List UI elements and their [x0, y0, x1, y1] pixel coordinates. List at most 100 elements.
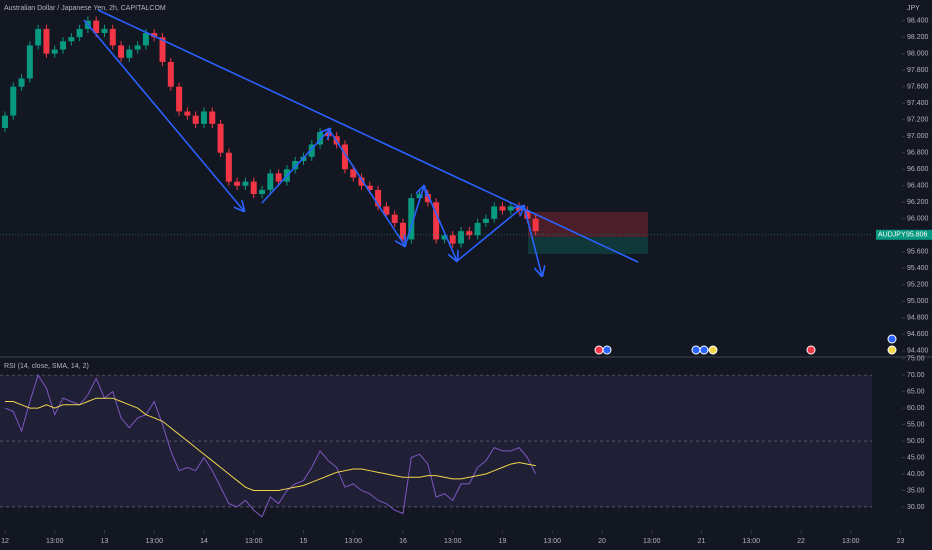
candle-body	[474, 222, 481, 236]
y-tick-label: 98.000	[907, 51, 929, 58]
candle-body	[507, 206, 514, 211]
candle-body	[18, 78, 25, 87]
candle-body	[524, 210, 531, 219]
candle-body	[184, 111, 191, 116]
candle-body	[76, 28, 83, 38]
candle-body	[375, 189, 382, 207]
arrow	[83, 19, 244, 211]
y-tick-label: 97.000	[907, 133, 929, 140]
y-tick-label: 95.400	[907, 265, 929, 272]
x-tick-label: 23	[897, 538, 905, 545]
candle-body	[482, 218, 489, 223]
candle-body	[134, 45, 141, 50]
candle-body	[499, 206, 506, 211]
x-tick-label: 13:00	[842, 538, 860, 545]
event-icon	[594, 345, 604, 355]
candle-body	[10, 86, 17, 116]
candle-body	[35, 28, 42, 46]
candle-body	[209, 111, 216, 124]
x-tick-label: 14	[200, 538, 208, 545]
candle-body	[350, 169, 357, 178]
y-tick-label: 45.00	[907, 454, 925, 461]
y-tick-label: 98.200	[907, 34, 929, 41]
event-icon	[887, 334, 897, 344]
drawings	[83, 9, 639, 276]
y-tick-label: 95.600	[907, 249, 929, 256]
candle-body	[250, 181, 257, 195]
y-tick-label: 97.200	[907, 117, 929, 124]
y-tick-label: 98.400	[907, 17, 929, 24]
candle-body	[399, 222, 406, 240]
arrow	[261, 129, 330, 204]
y-tick-label: 96.200	[907, 199, 929, 206]
x-tick-label: 13:00	[145, 538, 163, 545]
candle-body	[491, 206, 498, 219]
candle-body	[26, 45, 33, 79]
candle-body	[101, 28, 108, 34]
candle-body	[93, 20, 100, 34]
y-tick-label: 96.000	[907, 216, 929, 223]
candle-body	[449, 235, 456, 244]
y-tick-label: 65.00	[907, 388, 925, 395]
rsi-band	[0, 375, 872, 507]
candle-body	[142, 33, 149, 46]
y-tick-label: 94.400	[907, 348, 929, 355]
x-tick-label: 13:00	[245, 538, 263, 545]
event-icon	[887, 345, 897, 355]
candle-body	[118, 45, 125, 58]
y-tick-label: 96.400	[907, 183, 929, 190]
y-tick-label: 97.600	[907, 84, 929, 91]
candle-body	[242, 181, 249, 186]
candle-body	[424, 194, 431, 203]
candle-body	[217, 123, 224, 153]
arrow	[456, 206, 524, 262]
candle-body	[275, 173, 282, 182]
candle-body	[433, 202, 440, 240]
candle-body	[532, 218, 539, 232]
candle-body	[159, 37, 166, 62]
candle-body	[1, 115, 8, 128]
currency-label: JPY	[907, 5, 920, 12]
arrow	[404, 186, 424, 247]
candle-body	[458, 231, 465, 244]
x-tick-label: 13:00	[543, 538, 561, 545]
candle-body	[259, 189, 266, 195]
y-tick-label: 35.00	[907, 487, 925, 494]
price-tag-symbol: AUDJPY	[878, 232, 906, 239]
x-tick-label: 22	[797, 538, 805, 545]
x-tick-label: 16	[399, 538, 407, 545]
candle-body	[68, 37, 75, 42]
y-tick-label: 55.00	[907, 421, 925, 428]
candle-body	[358, 177, 365, 186]
candle-body	[292, 160, 299, 170]
y-tick-label: 95.000	[907, 298, 929, 305]
candle-body	[151, 33, 158, 38]
candle-body	[441, 235, 448, 240]
chart-title: Australian Dollar / Japanese Yen, 2h, CA…	[4, 5, 166, 12]
event-icons	[594, 334, 897, 355]
event-icon	[602, 345, 612, 355]
price-tag	[876, 229, 932, 240]
candle-body	[267, 173, 274, 190]
x-tick-label: 13:00	[643, 538, 661, 545]
arrow	[423, 185, 457, 261]
candle-body	[176, 86, 183, 112]
y-tick-label: 50.00	[907, 438, 925, 445]
y-tick-label: 60.00	[907, 405, 925, 412]
y-tick-label: 94.600	[907, 331, 929, 338]
candle-body	[408, 198, 415, 240]
y-tick-label: 70.00	[907, 372, 925, 379]
event-icon	[699, 345, 709, 355]
x-tick-label: 13:00	[742, 538, 760, 545]
candle-body	[167, 61, 174, 87]
candle-body	[383, 206, 390, 215]
target-zone	[528, 237, 648, 254]
y-tick-label: 94.800	[907, 315, 929, 322]
candle-body	[43, 28, 50, 54]
x-tick-label: 12	[1, 538, 9, 545]
y-tick-label: 96.800	[907, 150, 929, 157]
y-tick-label: 97.400	[907, 100, 929, 107]
y-tick-label: 75.00	[907, 355, 925, 362]
